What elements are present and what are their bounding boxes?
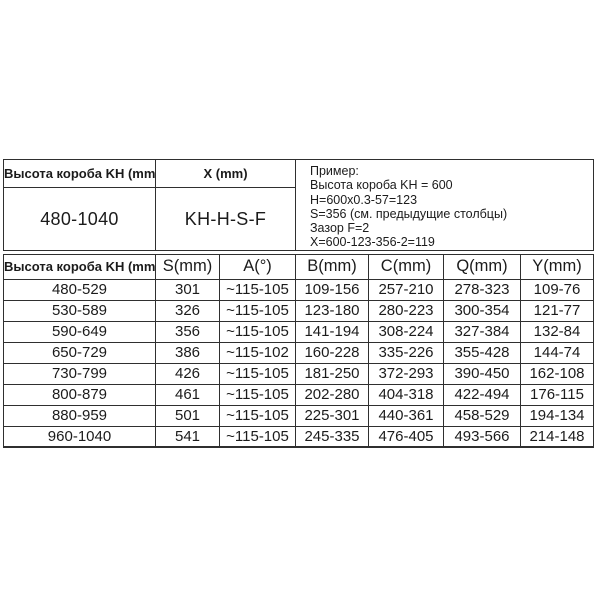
- column-header-q: Q(mm): [443, 253, 521, 280]
- table-cell: 480-529: [3, 278, 156, 301]
- table-row: 590-649 356 ~115-105 141-194 308-224 327…: [3, 320, 594, 343]
- table-cell: 245-335: [295, 425, 369, 448]
- table-cell: 372-293: [368, 362, 444, 385]
- example-line: Высота короба KH = 600: [310, 178, 453, 193]
- table-cell: 121-77: [520, 299, 594, 322]
- table-cell: 650-729: [3, 341, 156, 364]
- table-cell: 162-108: [520, 362, 594, 385]
- header-row: Высота короба KH (mm) S(mm) A(°) B(mm) C…: [3, 253, 594, 280]
- column-header-b: B(mm): [295, 253, 369, 280]
- table-cell: 214-148: [520, 425, 594, 448]
- table-cell: 109-76: [520, 278, 594, 301]
- table-cell: 308-224: [368, 320, 444, 343]
- example-line: H=600x0.3-57=123: [310, 192, 418, 207]
- table-cell: 800-879: [3, 383, 156, 406]
- table-cell: 301: [155, 278, 220, 301]
- table-cell: 176-115: [520, 383, 594, 406]
- summary-table: Высота короба KH (mm) X (mm) Пример: Выс…: [3, 158, 594, 251]
- example-line: Зазор F=2: [310, 221, 370, 236]
- table-cell: ~115-105: [219, 425, 296, 448]
- table-cell: 300-354: [443, 299, 521, 322]
- table-row: 960-1040 541 ~115-105 245-335 476-405 49…: [3, 425, 594, 448]
- table-cell: ~115-105: [219, 278, 296, 301]
- table-cell: 404-318: [368, 383, 444, 406]
- table-cell: 493-566: [443, 425, 521, 448]
- spec-sheet: Высота короба KH (mm) X (mm) Пример: Выс…: [3, 158, 594, 449]
- table-row: 650-729 386 ~115-102 160-228 335-226 355…: [3, 341, 594, 364]
- table-cell: 458-529: [443, 404, 521, 427]
- table-cell: 590-649: [3, 320, 156, 343]
- column-header-y: Y(mm): [520, 253, 594, 280]
- table-cell: 355-428: [443, 341, 521, 364]
- column-header-c: C(mm): [368, 253, 444, 280]
- table-cell: 278-323: [443, 278, 521, 301]
- table-cell: 730-799: [3, 362, 156, 385]
- table-cell: 225-301: [295, 404, 369, 427]
- example-line: Пример:: [310, 164, 359, 178]
- table-cell: 541: [155, 425, 220, 448]
- table-cell: 476-405: [368, 425, 444, 448]
- table-cell: 390-450: [443, 362, 521, 385]
- column-header-s: S(mm): [155, 253, 220, 280]
- table-cell: 109-156: [295, 278, 369, 301]
- table-cell: 181-250: [295, 362, 369, 385]
- table-cell: 202-280: [295, 383, 369, 406]
- table-cell: ~115-105: [219, 362, 296, 385]
- table-cell: 327-384: [443, 320, 521, 343]
- table-cell: 160-228: [295, 341, 369, 364]
- table-row: 730-799 426 ~115-105 181-250 372-293 390…: [3, 362, 594, 385]
- table-cell: ~115-105: [219, 320, 296, 343]
- table-row: 880-959 501 ~115-105 225-301 440-361 458…: [3, 404, 594, 427]
- summary-x-formula: KH-H-S-F: [155, 187, 296, 251]
- table-cell: ~115-105: [219, 383, 296, 406]
- table-row: 530-589 326 ~115-105 123-180 280-223 300…: [3, 299, 594, 322]
- column-header-kh: Высота короба KH (mm): [3, 253, 156, 280]
- table-cell: 386: [155, 341, 220, 364]
- table-cell: 880-959: [3, 404, 156, 427]
- dimensions-table: Высота короба KH (mm) S(mm) A(°) B(mm) C…: [3, 253, 594, 449]
- table-row: 800-879 461 ~115-105 202-280 404-318 422…: [3, 383, 594, 406]
- formula-example: Пример: Высота короба KH = 600 H=600x0.3…: [295, 159, 594, 251]
- table-cell: 335-226: [368, 341, 444, 364]
- table-cell: ~115-102: [219, 341, 296, 364]
- table-cell: 257-210: [368, 278, 444, 301]
- table-cell: 356: [155, 320, 220, 343]
- table-cell: 501: [155, 404, 220, 427]
- summary-kh-header: Высота короба KH (mm): [3, 158, 156, 189]
- table-cell: ~115-105: [219, 404, 296, 427]
- table-cell: 461: [155, 383, 220, 406]
- table-cell: 960-1040: [3, 425, 156, 448]
- table-cell: 194-134: [520, 404, 594, 427]
- summary-x-header: X (mm): [155, 158, 296, 189]
- table-row: 480-529 301 ~115-105 109-156 257-210 278…: [3, 278, 594, 301]
- table-cell: 530-589: [3, 299, 156, 322]
- column-header-a: A(°): [219, 253, 296, 280]
- table-cell: 422-494: [443, 383, 521, 406]
- table-cell: 132-84: [520, 320, 594, 343]
- table-cell: 280-223: [368, 299, 444, 322]
- table-cell: 440-361: [368, 404, 444, 427]
- table-cell: 141-194: [295, 320, 369, 343]
- example-line: S=356 (см. предыдущие столбцы): [310, 206, 508, 221]
- table-cell: 123-180: [295, 299, 369, 322]
- example-line: X=600-123-356-2=119: [310, 235, 435, 250]
- table-cell: 326: [155, 299, 220, 322]
- table-cell: 426: [155, 362, 220, 385]
- summary-kh-range: 480-1040: [3, 187, 156, 251]
- table-cell: 144-74: [520, 341, 594, 364]
- table-cell: ~115-105: [219, 299, 296, 322]
